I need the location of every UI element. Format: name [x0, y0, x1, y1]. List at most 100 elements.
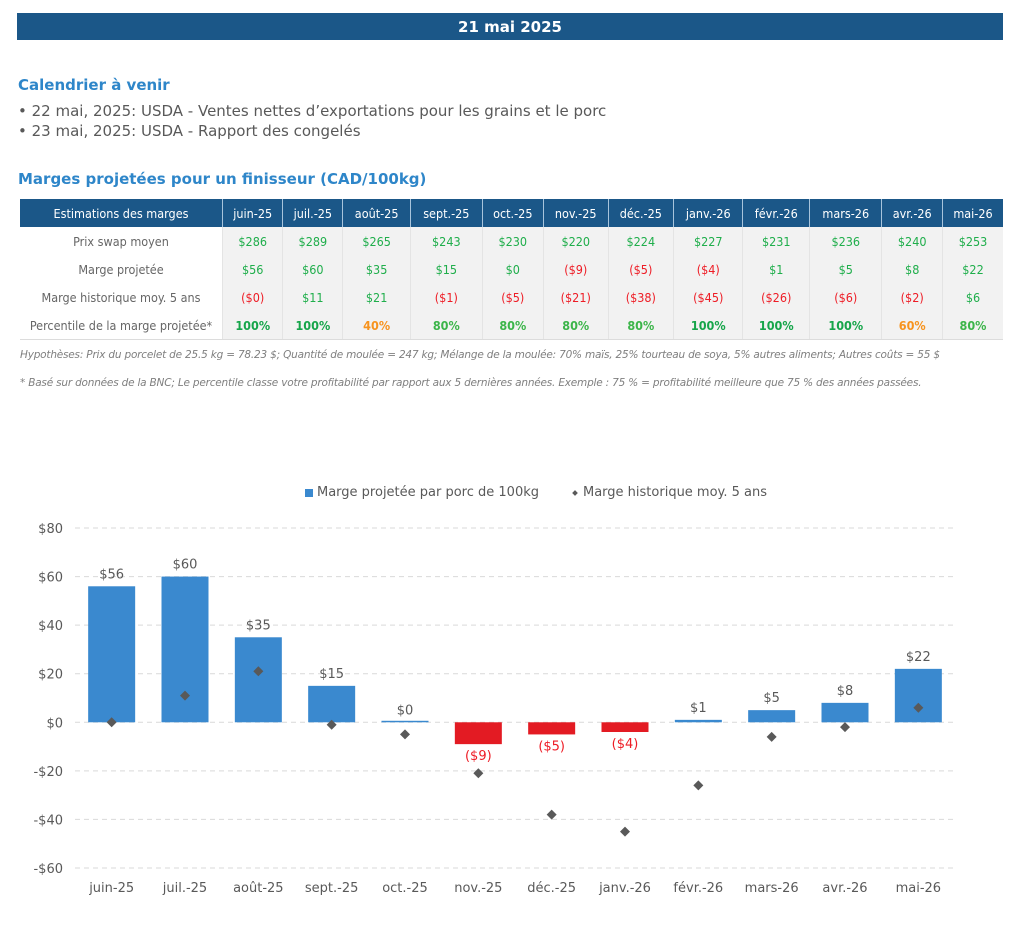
- calendar-list: • 22 mai, 2025: USDA - Ventes nettes d’e…: [18, 101, 606, 141]
- table-cell: 80%: [942, 311, 1003, 340]
- table-cell: $56: [221, 255, 283, 283]
- calendar-item: • 22 mai, 2025: USDA - Ventes nettes d’e…: [18, 102, 607, 120]
- table-corner-header: Estimations des marges: [20, 199, 223, 227]
- table-cell: $289: [282, 227, 343, 255]
- table-month-header: juil.-25: [282, 199, 343, 227]
- historical-marker: [913, 702, 924, 713]
- table-cell: $231: [742, 227, 810, 255]
- table-month-header: août-25: [342, 199, 411, 227]
- historical-marker: [253, 666, 264, 677]
- footnote: * Basé sur données de la BNC; Le percent…: [20, 377, 922, 389]
- table-cell: ($5): [607, 255, 674, 283]
- table-cell: 80%: [410, 311, 483, 340]
- table-row: Prix swap moyen $286 $289 $265 $243 $230 $220 $…: [20, 227, 1003, 255]
- table-cell: 100%: [809, 311, 882, 340]
- table-cell: ($45): [673, 283, 743, 311]
- x-tick-label: févr.-26: [673, 881, 723, 896]
- table-cell: $230: [481, 227, 544, 255]
- margins-title: Marges projetées pour un finisseur (CAD/…: [18, 170, 427, 188]
- margins-table: Estimations des marges juin-25 juil.-25 ao…: [20, 199, 1003, 340]
- y-tick-label: $0: [46, 716, 63, 731]
- bar-data-label: $15: [319, 667, 344, 682]
- table-cell: $0: [481, 255, 544, 283]
- historical-marker: [106, 717, 117, 728]
- table-cell: ($1): [410, 283, 483, 311]
- table-cell: 80%: [607, 311, 674, 340]
- table-cell: ($38): [607, 283, 674, 311]
- table-month-header: oct.-25: [481, 199, 544, 227]
- table-cell: 100%: [221, 311, 283, 340]
- y-tick-label: $60: [38, 571, 63, 586]
- table-cell: 40%: [342, 311, 411, 340]
- table-row: Marge historique moy. 5 ans ($0) $11 $21 ($1…: [20, 283, 1003, 311]
- table-cell: 100%: [742, 311, 810, 340]
- historical-marker: [766, 731, 777, 742]
- y-tick-label: $40: [38, 619, 63, 634]
- bar-data-label: $5: [763, 691, 780, 706]
- table-cell: $224: [607, 227, 674, 255]
- x-tick-label: avr.-26: [822, 881, 867, 896]
- table-row: Percentile de la marge projetée* 100% 100%…: [20, 311, 1003, 340]
- table-cell: ($5): [481, 283, 544, 311]
- bar: [454, 722, 502, 745]
- bar: [234, 637, 282, 723]
- bar-data-label: $22: [906, 650, 931, 665]
- bar: [821, 702, 869, 723]
- table-month-header: févr.-26: [742, 199, 810, 227]
- table-cell: ($9): [542, 255, 609, 283]
- legend-bar-swatch: [305, 488, 313, 497]
- table-cell: 100%: [673, 311, 743, 340]
- y-tick-label: -$40: [33, 813, 63, 828]
- x-tick-label: mars-26: [745, 881, 799, 896]
- table-cell: $253: [942, 227, 1003, 255]
- historical-marker: [546, 809, 557, 820]
- table-cell: $5: [809, 255, 882, 283]
- bar-data-label: $0: [397, 703, 414, 718]
- bar-data-label: ($9): [465, 749, 492, 764]
- bar-data-label: ($5): [538, 739, 565, 754]
- bar: [674, 719, 722, 723]
- table-cell: 80%: [542, 311, 609, 340]
- table-cell: $1: [742, 255, 810, 283]
- historical-marker: [400, 729, 410, 740]
- table-cell: ($26): [742, 283, 810, 311]
- table-header-row: Estimations des marges juin-25 juil.-25 ao…: [20, 199, 1003, 227]
- bar: [528, 722, 576, 735]
- x-tick-label: déc.-25: [527, 881, 576, 896]
- table-cell: $265: [342, 227, 411, 255]
- bar-data-label: ($4): [612, 737, 639, 752]
- bar: [381, 720, 429, 723]
- historical-marker: [693, 780, 704, 791]
- table-month-header: juin-25: [221, 199, 283, 227]
- legend-label-projected: Marge projetée par porc de 100kg: [317, 485, 539, 500]
- row-label: Percentile de la marge projetée*: [20, 311, 223, 340]
- table-cell: $227: [673, 227, 743, 255]
- table-cell: ($6): [809, 283, 882, 311]
- x-tick-label: juin-25: [88, 881, 134, 896]
- x-tick-label: nov.-25: [454, 881, 502, 896]
- row-label: Marge projetée: [20, 255, 223, 283]
- bar-data-label: $56: [99, 567, 124, 582]
- x-tick-label: oct.-25: [382, 881, 428, 896]
- table-cell: $243: [410, 227, 483, 255]
- table-cell: $286: [221, 227, 283, 255]
- table-cell: ($2): [881, 283, 943, 311]
- table-cell: ($0): [221, 283, 283, 311]
- bar-data-label: $60: [173, 558, 198, 573]
- table-cell: $60: [282, 255, 343, 283]
- table-month-header: déc.-25: [607, 199, 674, 227]
- table-cell: $21: [342, 283, 411, 311]
- x-tick-label: janv.-26: [598, 881, 651, 896]
- table-month-header: nov.-25: [542, 199, 609, 227]
- table-month-header: avr.-26: [881, 199, 943, 227]
- y-tick-label: $80: [38, 522, 63, 537]
- bar: [894, 668, 942, 723]
- table-cell: $6: [942, 283, 1003, 311]
- table-cell: 60%: [881, 311, 943, 340]
- bar: [601, 722, 649, 732]
- row-label: Prix swap moyen: [20, 227, 223, 255]
- table-cell: 80%: [481, 311, 544, 340]
- table-cell: $15: [410, 255, 483, 283]
- bar: [88, 586, 136, 723]
- hypotheses-note: Hypothèses: Prix du porcelet de 25.5 kg …: [20, 349, 940, 361]
